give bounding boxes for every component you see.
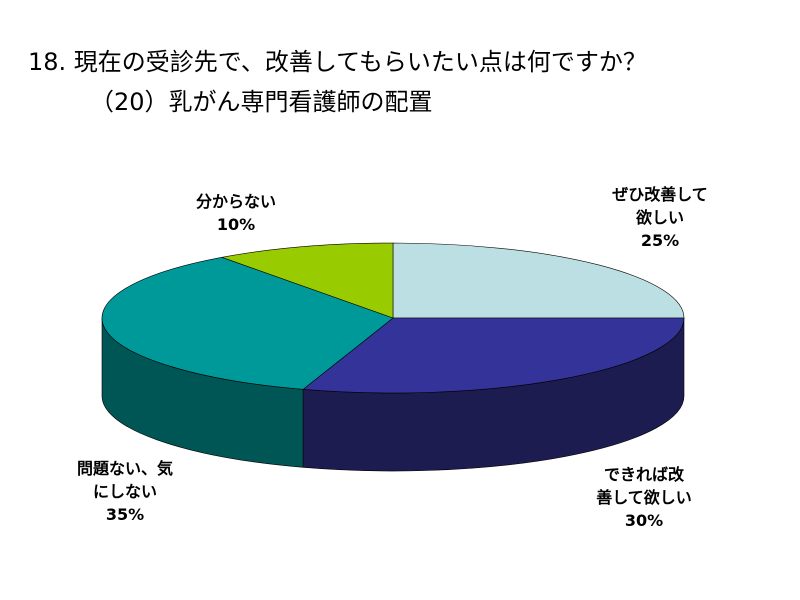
slice-label-line-3-0: 分からない (196, 192, 276, 211)
pie-slice-2 (101, 257, 394, 390)
slice-label-line-0-1: 欲しい (635, 208, 684, 227)
slice-label-3: 分からない 10% (196, 192, 276, 234)
slice-label-line-0-0: ぜひ改善して (612, 185, 708, 204)
slice-percent-3: 10% (217, 215, 255, 234)
chart-title-line2: （20）乳がん専門看護師の配置 (90, 88, 433, 116)
pie-slice-0 (392, 242, 685, 319)
slice-label-line-1-0: できれば改 (604, 465, 685, 484)
slice-label-line-1-1: 善して欲しい (596, 488, 692, 507)
pie-slice-1 (302, 317, 685, 394)
slice-percent-0: 25% (641, 231, 679, 250)
slice-percent-2: 35% (106, 505, 144, 524)
pie-slice-3 (220, 242, 394, 319)
slice-label-line-2-0: 問題ない、気 (77, 459, 173, 478)
slice-label-line-2-1: にしない (93, 482, 157, 501)
slice-percent-1: 30% (625, 511, 663, 530)
chart-title-line1: 18. 現在の受診先で、改善してもらいたい点は何ですか？ (28, 48, 647, 76)
